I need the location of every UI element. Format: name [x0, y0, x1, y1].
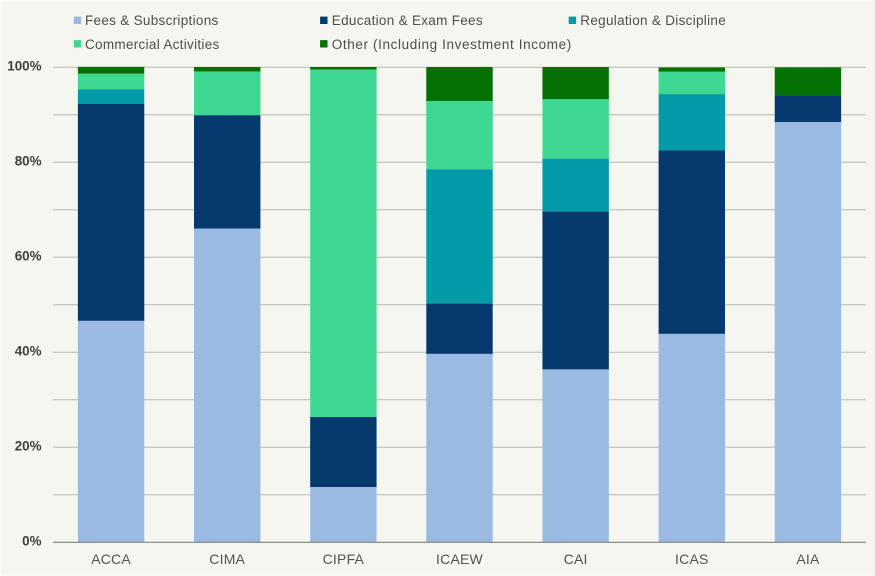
svg-text:80%: 80%	[15, 154, 42, 169]
svg-text:Commercial Activities: Commercial Activities	[85, 37, 220, 52]
svg-text:60%: 60%	[15, 249, 42, 264]
svg-text:Education & Exam Fees: Education & Exam Fees	[332, 13, 483, 28]
svg-text:100%: 100%	[7, 59, 41, 74]
svg-text:ICAS: ICAS	[675, 551, 708, 567]
svg-text:ACCA: ACCA	[91, 551, 131, 567]
svg-text:Fees & Subscriptions: Fees & Subscriptions	[85, 13, 219, 28]
svg-text:0%: 0%	[22, 534, 41, 549]
svg-text:ICAEW: ICAEW	[436, 551, 483, 567]
svg-text:Regulation & Discipline: Regulation & Discipline	[580, 13, 726, 28]
svg-text:CAI: CAI	[564, 551, 588, 567]
svg-text:20%: 20%	[15, 439, 42, 454]
svg-text:AIA: AIA	[796, 551, 820, 567]
svg-text:40%: 40%	[15, 344, 42, 359]
svg-text:CIPFA: CIPFA	[323, 551, 365, 567]
svg-text:CIMA: CIMA	[209, 551, 245, 567]
svg-text:Other (Including Investment In: Other (Including Investment Income)	[332, 37, 572, 52]
